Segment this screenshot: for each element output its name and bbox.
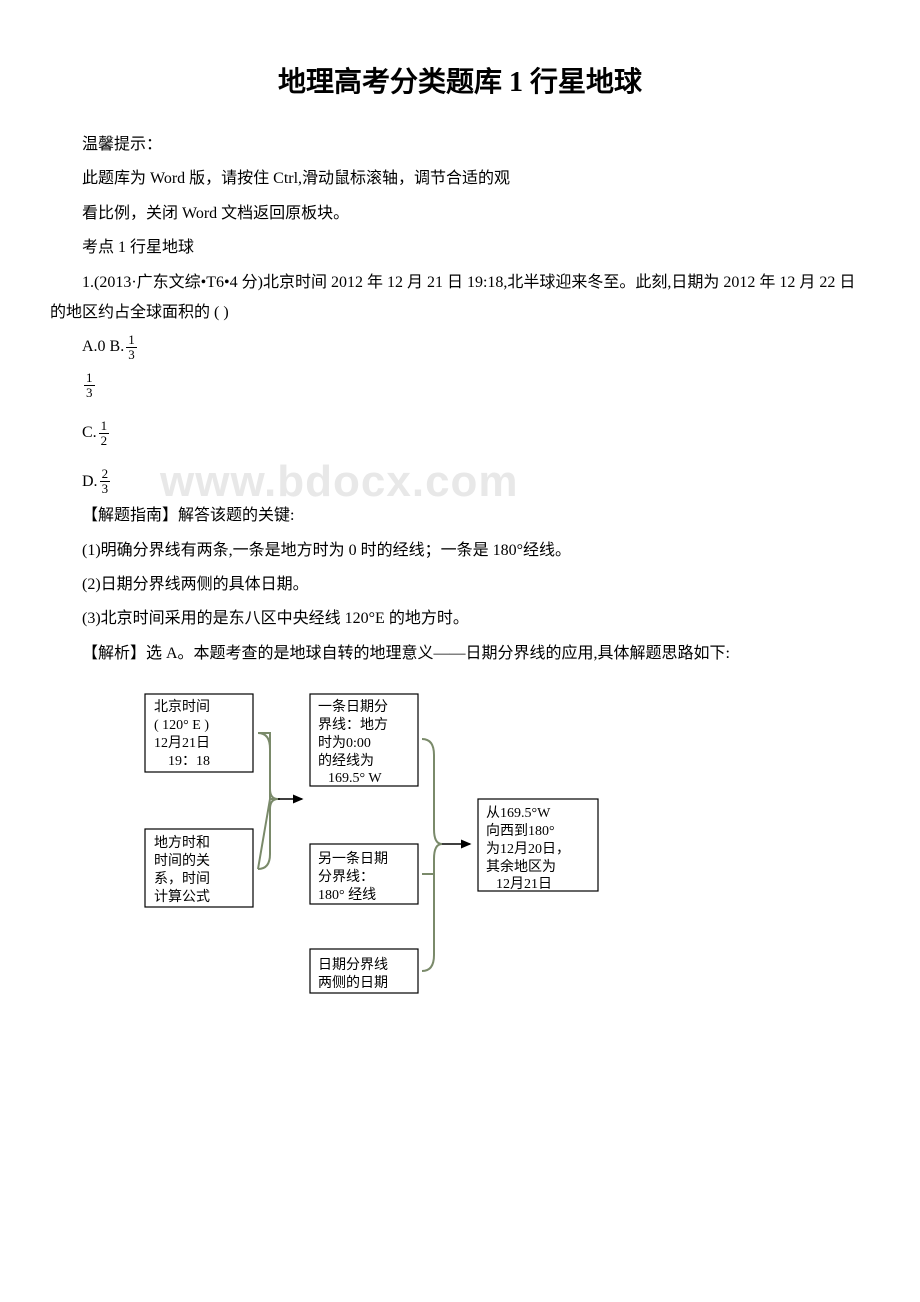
- box6-l5: 12月21日: [496, 876, 552, 892]
- flowchart-diagram: 北京时间 ( 120° E ) 12月21日 19：18 地方时和 时间的关 系…: [140, 689, 620, 1024]
- box4-l3: 180° 经线: [318, 887, 376, 903]
- option-c-prefix: C.: [82, 418, 97, 448]
- tip-line-1: 此题库为 Word 版，请按住 Ctrl,滑动鼠标滚轴，调节合适的观: [50, 164, 870, 194]
- box6-l3: 为12月20日，: [486, 841, 570, 857]
- box5-l1: 日期分界线: [318, 957, 388, 973]
- box1-l3: 12月21日: [154, 735, 210, 751]
- question-stem: 1.(2013·广东文综•T6•4 分)北京时间 2012 年 12 月 21 …: [50, 268, 870, 329]
- option-d-prefix: D.: [82, 467, 98, 497]
- guide-heading: 【解题指南】解答该题的关键:: [50, 501, 870, 531]
- box6-l1: 从169.5°W: [486, 806, 551, 821]
- box3-l1: 一条日期分: [318, 698, 388, 715]
- option-b-standalone: 1 3: [82, 371, 870, 401]
- box6-l2: 向西到180°: [486, 823, 555, 839]
- option-c: C. 1 2: [82, 418, 870, 448]
- box1-l1: 北京时间: [154, 699, 210, 715]
- box3-l3: 时为0:00: [318, 735, 371, 751]
- box4-l2: 分界线：: [318, 869, 374, 885]
- document-title: 地理高考分类题库 1 行星地球: [50, 60, 870, 100]
- fraction-icon: 1 2: [99, 419, 110, 449]
- guide-point-1: (1)明确分界线有两条,一条是地方时为 0 时的经线；一条是 180°经线。: [50, 536, 870, 566]
- tip-heading: 温馨提示：: [50, 130, 870, 160]
- guide-point-3: (3)北京时间采用的是东八区中央经线 120°E 的地方时。: [50, 604, 870, 634]
- box2-l3: 系，时间: [154, 871, 210, 887]
- box5-l2: 两侧的日期: [318, 975, 388, 991]
- box2-l4: 计算公式: [154, 889, 210, 905]
- analysis-text: 【解析】选 A。本题考查的是地球自转的地理意义——日期分界线的应用,具体解题思路…: [50, 639, 870, 669]
- box1-l2: ( 120° E ): [154, 718, 209, 733]
- guide-point-2: (2)日期分界线两侧的具体日期。: [50, 570, 870, 600]
- option-d: D. 2 3: [82, 467, 870, 497]
- option-a-b: A.0 B. 1 3: [82, 332, 870, 362]
- box1-l4: 19：18: [168, 754, 210, 769]
- box3-l2: 界线：地方: [318, 717, 388, 733]
- fraction-icon: 2 3: [100, 467, 111, 497]
- box4-l1: 另一条日期: [318, 850, 388, 867]
- topic-heading: 考点 1 行星地球: [50, 233, 870, 263]
- box2-l2: 时间的关: [154, 853, 210, 869]
- box2-l1: 地方时和: [154, 835, 210, 851]
- box6-l4: 其余地区为: [486, 858, 556, 875]
- fraction-icon: 1 3: [126, 333, 137, 363]
- box3-l5: 169.5° W: [328, 771, 382, 786]
- box3-l4: 的经线为: [318, 753, 374, 769]
- tip-line-2: 看比例，关闭 Word 文档返回原板块。: [50, 199, 870, 229]
- option-ab-prefix: A.0 B.: [82, 332, 124, 362]
- fraction-icon: 1 3: [84, 371, 95, 401]
